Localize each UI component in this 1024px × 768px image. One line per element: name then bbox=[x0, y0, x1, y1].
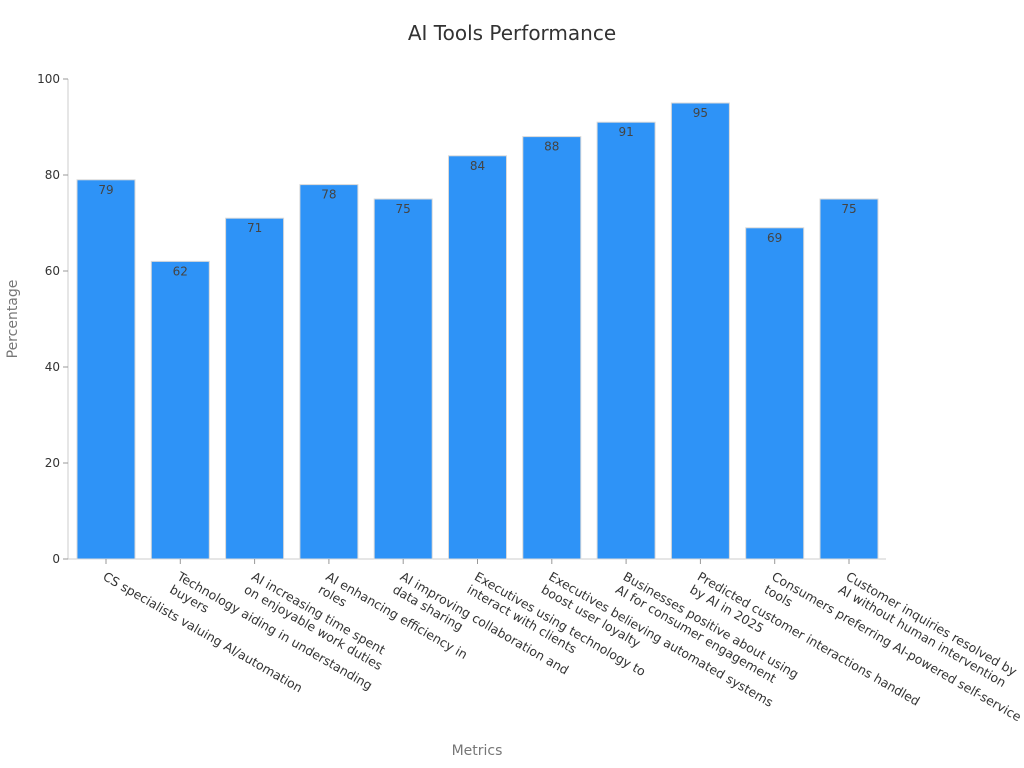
bar-value-label: 69 bbox=[767, 231, 782, 245]
y-axis-title: Percentage bbox=[5, 280, 21, 359]
data-labels: 79 62 71 78 75 84 88 91 95 69 75 bbox=[98, 106, 856, 278]
bars bbox=[76, 102, 879, 560]
bar bbox=[522, 136, 582, 560]
chart-title: AI Tools Performance bbox=[408, 21, 616, 45]
bar-value-label: 79 bbox=[98, 183, 113, 197]
bar-value-label: 75 bbox=[841, 202, 856, 216]
bar bbox=[596, 121, 656, 560]
y-tick-label: 0 bbox=[52, 552, 60, 566]
bar-value-label: 71 bbox=[247, 221, 262, 235]
bar bbox=[819, 198, 879, 560]
y-axis-ticks: 0 20 40 60 80 100 bbox=[37, 72, 68, 566]
bar bbox=[76, 179, 136, 560]
bar bbox=[225, 217, 285, 560]
bar-value-label: 95 bbox=[693, 106, 708, 120]
bar bbox=[299, 184, 359, 560]
y-tick-label: 80 bbox=[45, 168, 60, 182]
bar bbox=[745, 227, 805, 560]
bar-value-label: 88 bbox=[544, 140, 559, 154]
y-tick-label: 60 bbox=[45, 264, 60, 278]
bar bbox=[670, 102, 730, 560]
bar-value-label: 78 bbox=[321, 188, 336, 202]
x-axis-ticks: CS specialists valuing AI/automationTech… bbox=[101, 559, 1024, 725]
bar-value-label: 62 bbox=[173, 264, 188, 278]
bar bbox=[373, 198, 433, 560]
bar-value-label: 84 bbox=[470, 159, 485, 173]
y-tick-label: 20 bbox=[45, 456, 60, 470]
y-tick-label: 100 bbox=[37, 72, 60, 86]
bar bbox=[448, 155, 507, 560]
bar bbox=[150, 260, 210, 560]
x-axis-title: Metrics bbox=[452, 743, 503, 759]
bar-value-label: 91 bbox=[618, 125, 633, 139]
y-tick-label: 40 bbox=[45, 360, 60, 374]
bar-value-label: 75 bbox=[396, 202, 411, 216]
